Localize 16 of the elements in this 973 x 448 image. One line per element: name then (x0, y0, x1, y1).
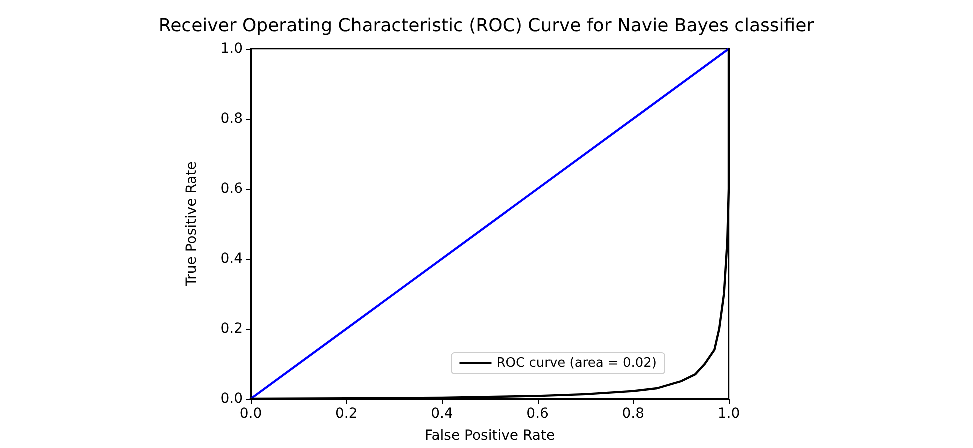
x-tick-label: 0.4 (431, 406, 454, 422)
y-tick-label: 0.2 (220, 321, 243, 337)
chart-title: Receiver Operating Characteristic (ROC) Curve for Navie Bayes classifier (158, 16, 815, 36)
x-tick-label: 0.6 (526, 406, 550, 422)
x-tick-label: 0.2 (335, 406, 358, 422)
y-tick-label: 0.4 (220, 251, 244, 267)
x-axis-title: False Positive Rate (424, 428, 556, 444)
x-tick-label: 0.0 (240, 406, 262, 422)
y-tick-label: 0.8 (220, 111, 243, 127)
y-tick-label: 0.6 (220, 181, 244, 197)
x-tick-label: 1.0 (718, 406, 740, 422)
y-axis-title: True Positive Rate (184, 162, 200, 288)
x-tick-label: 0.8 (622, 406, 645, 422)
y-tick-label: 1.0 (220, 41, 243, 57)
legend-label: ROC curve (area = 0.02) (496, 356, 657, 371)
y-tick-label: 0.0 (220, 391, 243, 407)
